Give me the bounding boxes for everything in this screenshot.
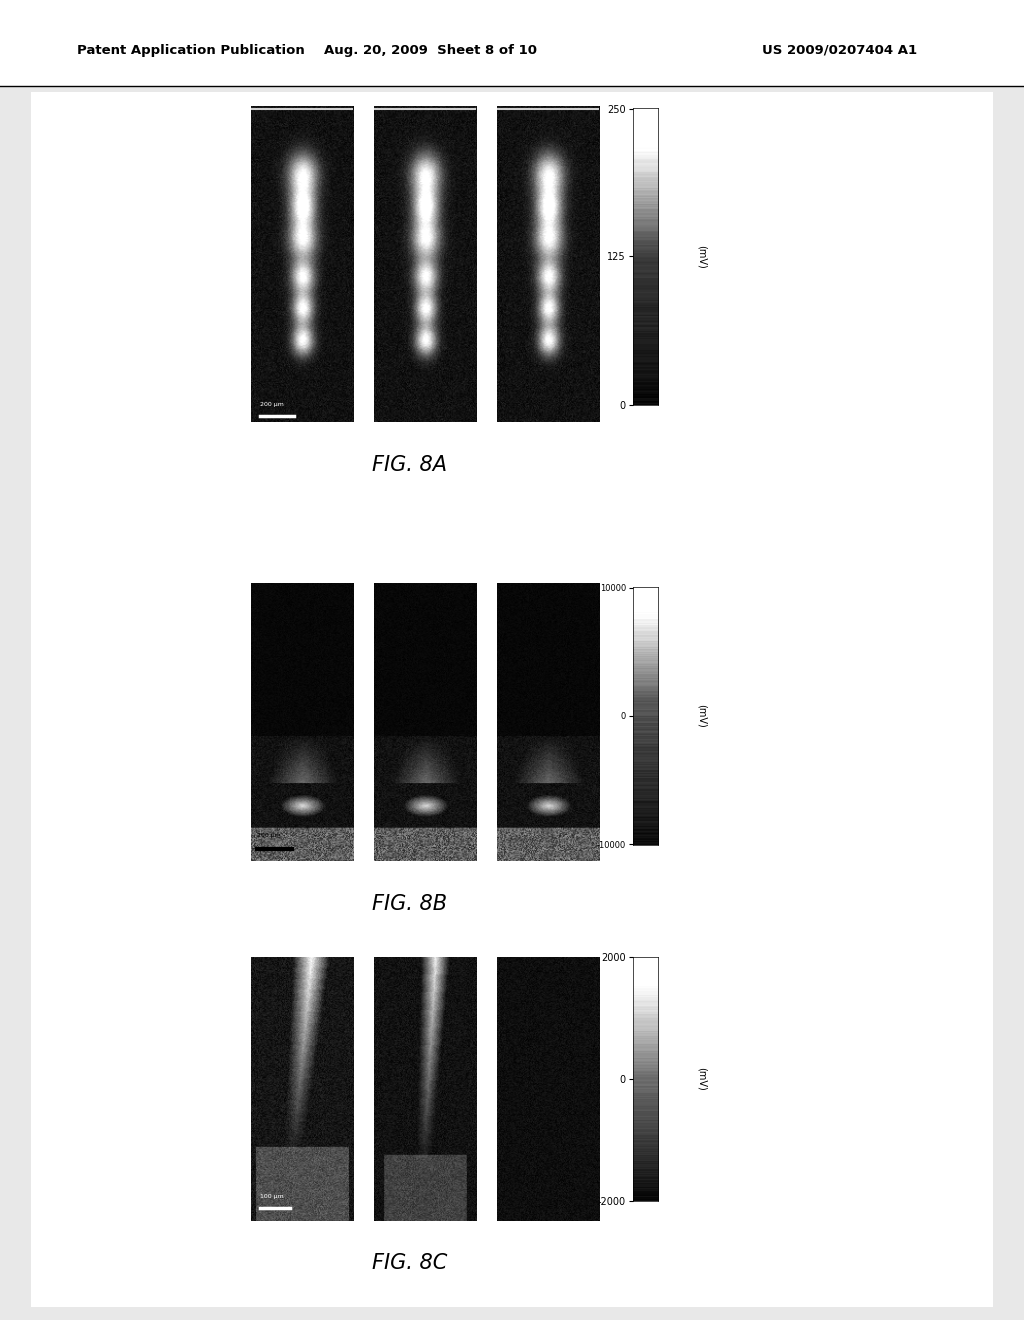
Text: (mV): (mV)	[696, 1068, 707, 1090]
Text: (mV): (mV)	[696, 705, 707, 727]
Text: FIG. 8A: FIG. 8A	[372, 454, 447, 475]
Text: FIG. 8B: FIG. 8B	[372, 894, 447, 915]
Text: 200 μm: 200 μm	[260, 403, 284, 407]
Text: Patent Application Publication: Patent Application Publication	[77, 44, 304, 57]
Text: FIG. 8C: FIG. 8C	[372, 1253, 447, 1274]
FancyBboxPatch shape	[0, 0, 1024, 86]
Text: US 2009/0207404 A1: US 2009/0207404 A1	[762, 44, 918, 57]
FancyBboxPatch shape	[31, 92, 993, 1307]
Text: 200 μm: 200 μm	[256, 833, 281, 838]
Text: (mV): (mV)	[696, 246, 707, 268]
Text: 100 μm: 100 μm	[260, 1195, 284, 1200]
Text: Aug. 20, 2009  Sheet 8 of 10: Aug. 20, 2009 Sheet 8 of 10	[324, 44, 537, 57]
